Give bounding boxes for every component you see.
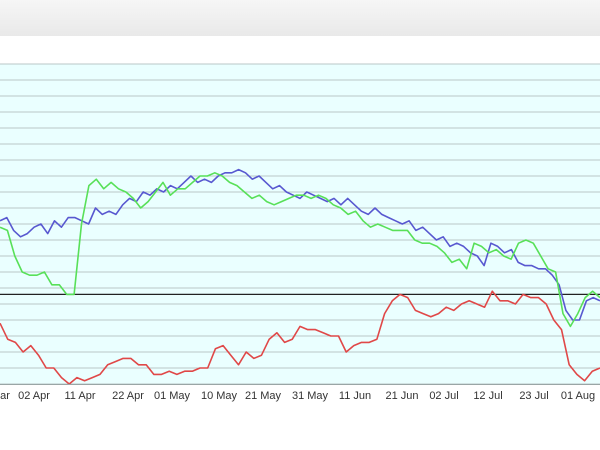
chart-area: ar 02 Apr 11 Apr 22 Apr 01 May 10 May 21 May 31… <box>0 36 600 450</box>
x-tick-labels: ar 02 Apr 11 Apr 22 Apr 01 May 10 May 21 May 31… <box>0 390 595 402</box>
line-chart: ar 02 Apr 11 Apr 22 Apr 01 May 10 May 21 May 31… <box>0 63 600 402</box>
window-top-bar <box>0 0 600 37</box>
x-tick-label: 02 Jul <box>429 390 458 402</box>
x-tick-label: 21 Jun <box>385 390 418 402</box>
x-tick-label: 21 May <box>245 390 282 402</box>
x-tick-label: 12 Jul <box>473 390 502 402</box>
gridlines <box>0 63 600 385</box>
x-tick-label: 10 May <box>201 390 238 402</box>
series-group <box>0 168 600 385</box>
x-tick-label: 11 Jun <box>339 390 371 402</box>
x-tick-label: 01 May <box>154 390 191 402</box>
series-line-green <box>0 172 600 328</box>
x-tick-label: 11 Apr <box>65 390 96 402</box>
x-tick-label: 02 Apr <box>18 390 50 402</box>
series-line-blue <box>0 168 600 321</box>
series-line-red <box>0 290 600 385</box>
x-tick-label: 01 Aug <box>561 390 595 402</box>
x-tick-label: 23 Jul <box>519 390 548 402</box>
x-tick-label: 31 May <box>292 390 329 402</box>
x-tick-label: 22 Apr <box>112 390 144 402</box>
x-tick-label: ar <box>0 390 10 402</box>
